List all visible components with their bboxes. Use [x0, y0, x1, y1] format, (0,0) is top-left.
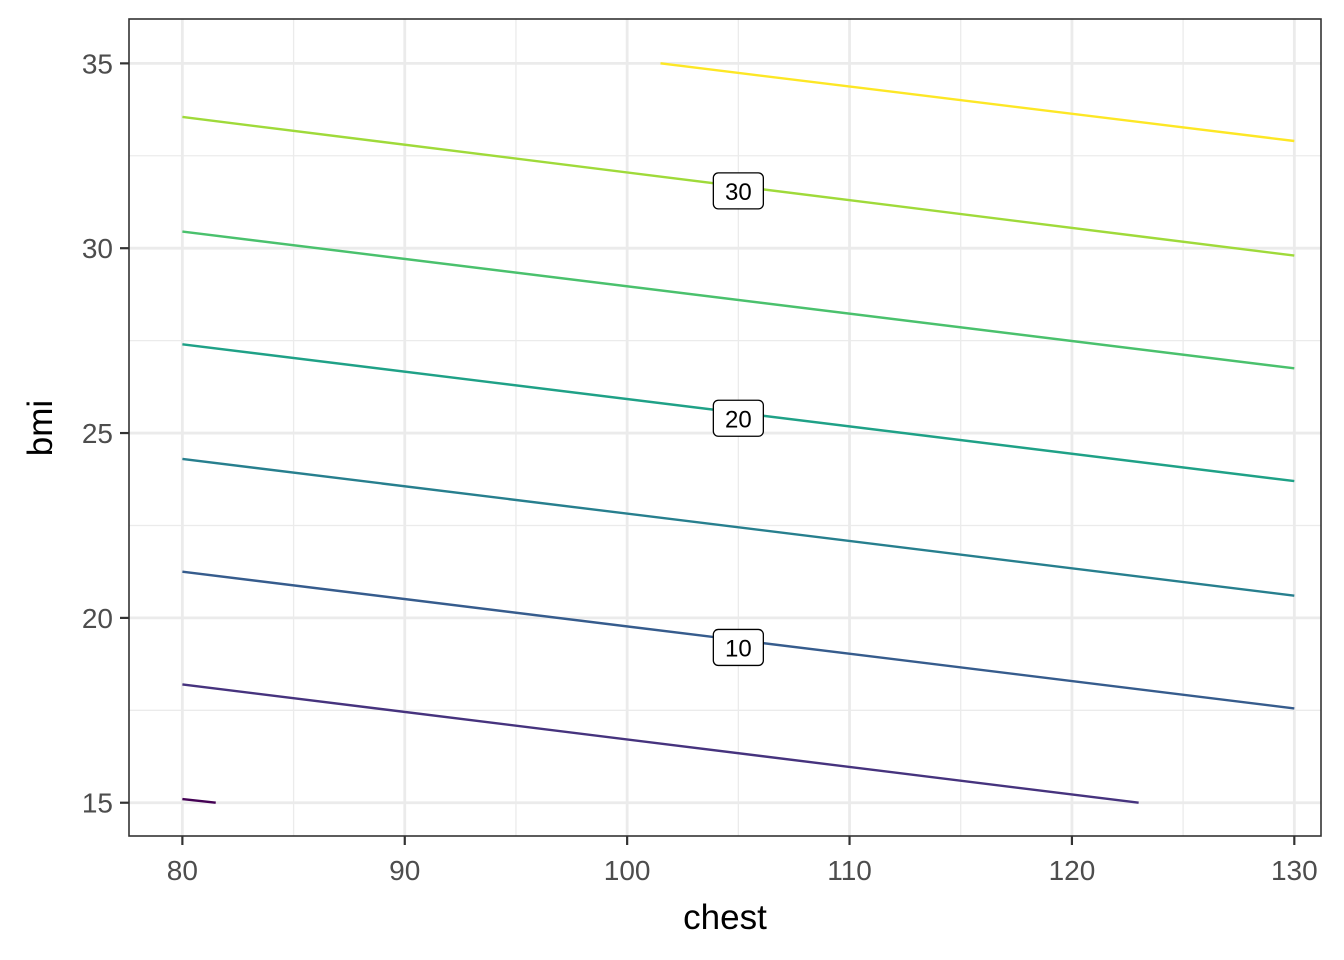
x-tick-label: 120: [1049, 855, 1096, 886]
y-tick-label: 25: [82, 418, 113, 449]
contour-line-1: [182, 797, 216, 804]
y-tick-label: 15: [82, 788, 113, 819]
contour-label-10: 10: [712, 628, 764, 667]
contour-line-2: [182, 683, 1139, 804]
y-axis: 15 20 25 30 35: [82, 48, 129, 819]
contour-label-box: [712, 172, 764, 210]
x-tick-label: 110: [827, 855, 872, 886]
y-tick-label: 20: [82, 603, 113, 634]
major-gridlines: [129, 19, 1321, 836]
contour-label-box: [712, 628, 764, 667]
contour-line-4: [182, 457, 1295, 597]
x-axis-title: chest: [683, 898, 767, 937]
x-tick-label: 130: [1271, 855, 1318, 886]
contour-label-30: 30: [712, 172, 764, 210]
x-tick-label: 80: [167, 855, 198, 886]
x-axis: 80 90 100 110 120 130: [167, 836, 1318, 886]
x-tick-label: 100: [604, 855, 651, 886]
y-axis-title: bmi: [21, 400, 60, 456]
x-tick-label: 90: [389, 855, 420, 886]
contour-label-text: 30: [725, 179, 752, 206]
contour-label-text: 10: [725, 635, 752, 662]
contour-labels: 10 20 30: [712, 172, 764, 667]
contour-line-8: [660, 62, 1295, 143]
contour-label-box: [712, 399, 764, 437]
contour-label-20: 20: [712, 399, 764, 437]
y-tick-label: 30: [82, 233, 113, 264]
plot-border: [128, 18, 1322, 837]
y-tick-label: 35: [82, 48, 113, 79]
contour-label-text: 20: [725, 406, 752, 433]
contour-line-6: [182, 230, 1295, 370]
